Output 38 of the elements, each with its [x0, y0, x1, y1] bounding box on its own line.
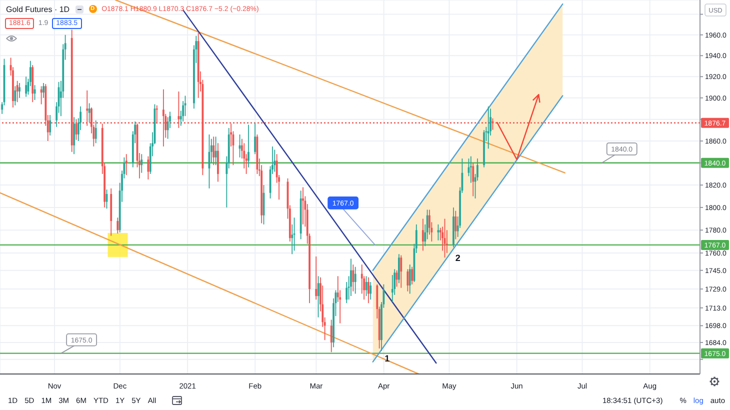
candlestick [147, 156, 150, 180]
candlestick [408, 264, 411, 294]
candlestick [116, 217, 119, 234]
candlestick [248, 124, 250, 168]
candlestick [350, 258, 352, 297]
candlestick [398, 254, 400, 284]
candlestick [94, 120, 97, 144]
text: Gold Futures · 1D [6, 4, 70, 14]
candlestick [40, 86, 42, 105]
candlestick [315, 256, 318, 300]
candlestick [302, 186, 304, 225]
candlestick [422, 218, 424, 252]
annotation: 2 [455, 252, 460, 263]
candlestick [352, 264, 354, 292]
candlestick [487, 106, 490, 150]
candlestick [274, 149, 276, 172]
candlestick [370, 282, 372, 300]
candlestick [25, 76, 28, 98]
candlestick [406, 268, 409, 292]
candlestick [140, 154, 143, 174]
candlestick [42, 82, 44, 98]
candlestick [254, 122, 256, 155]
candlestick [16, 80, 18, 103]
candlestick [49, 114, 51, 136]
candlestick [212, 136, 215, 166]
candlestick [400, 254, 402, 288]
candlestick [411, 266, 413, 285]
candlestick [217, 142, 219, 182]
candlestick [330, 319, 332, 353]
candlestick [125, 154, 128, 176]
candlestick [73, 116, 75, 155]
candlestick [18, 82, 20, 98]
candlestick [454, 210, 457, 240]
candlestick [354, 266, 356, 294]
candlestick [14, 86, 16, 106]
candlestick [470, 156, 472, 184]
candlestick [472, 162, 474, 197]
candlestick [367, 276, 370, 304]
